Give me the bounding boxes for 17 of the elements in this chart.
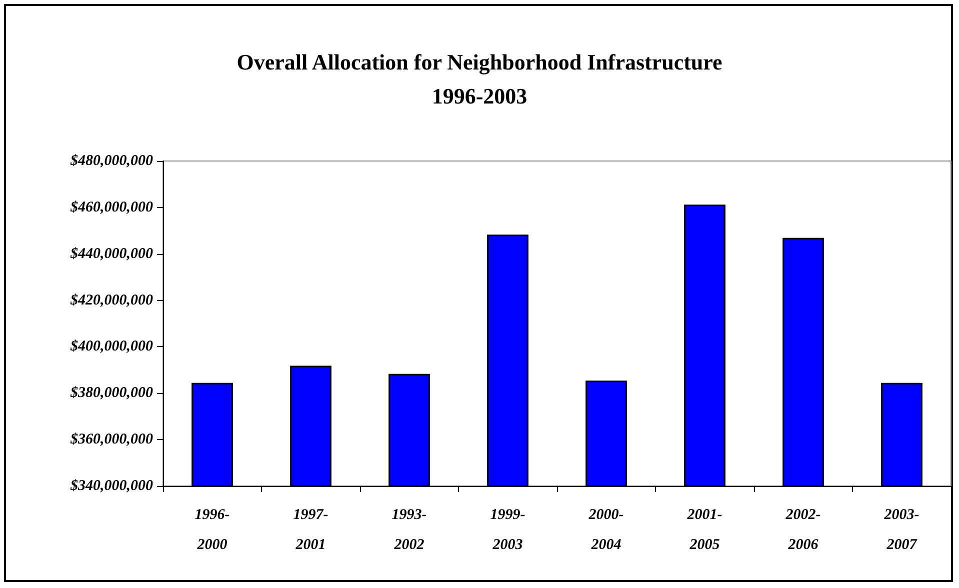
x-tick-label: 2002-2006 <box>784 507 821 553</box>
x-tick-label: 1999-2003 <box>490 507 526 553</box>
y-tick-label: $480,000,000 <box>70 153 154 169</box>
x-tick-label: 1993-2002 <box>392 507 427 553</box>
x-tick-label: 1996-2000 <box>194 507 230 553</box>
chart-title: Overall Allocation for Neighborhood Infrastructure 1996-2003 <box>236 50 723 108</box>
x-tick-label: 1997-2001 <box>293 507 328 553</box>
y-tick-label: $400,000,000 <box>70 338 154 355</box>
x-tick-label: 2000-2004 <box>588 507 624 553</box>
y-tick-label: $460,000,000 <box>70 199 154 216</box>
y-tick-label: $440,000,000 <box>70 246 154 262</box>
y-tick-label: $380,000,000 <box>70 385 154 402</box>
y-tick-label: $360,000,000 <box>70 432 154 448</box>
x-tick-label: 2003-2007 <box>883 507 920 553</box>
y-tick-label: $420,000,000 <box>70 292 154 308</box>
y-tick-label: $340,000,000 <box>70 478 154 494</box>
x-tick-label: 2001-2005 <box>686 507 722 553</box>
